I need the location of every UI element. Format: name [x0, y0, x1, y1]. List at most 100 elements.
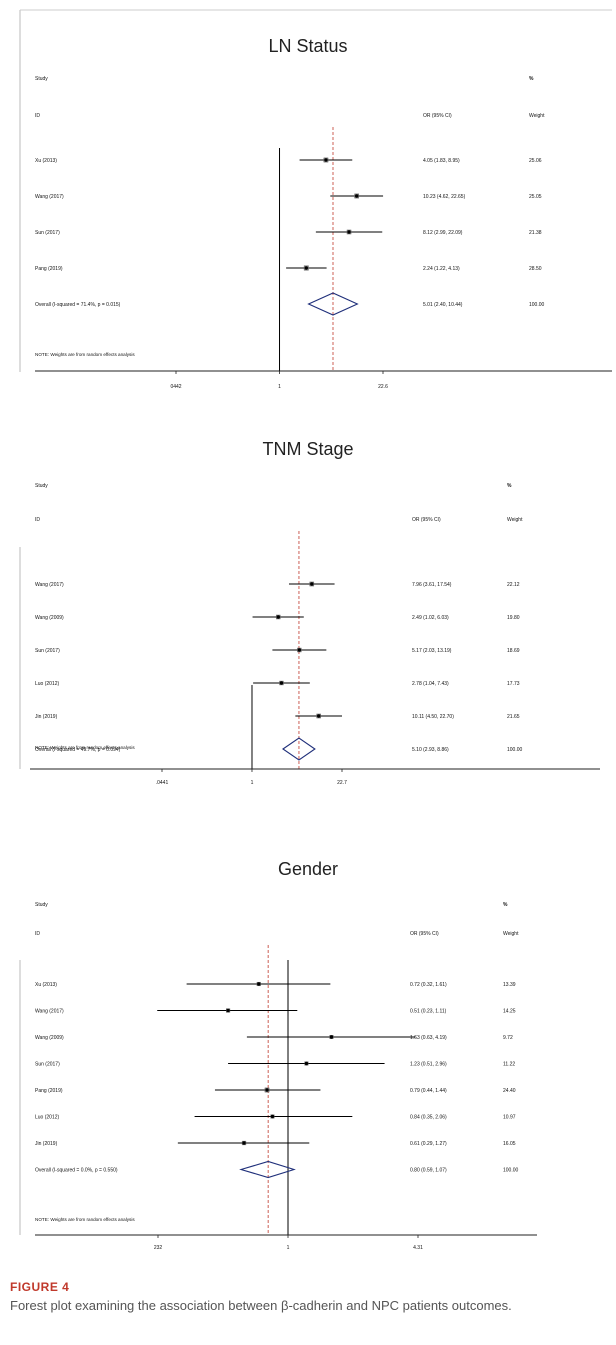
study-point-estimate [279, 681, 284, 685]
header-percent: % [503, 902, 508, 908]
weights-note: NOTE: Weights are from random effects an… [35, 352, 135, 357]
study-weight: 9.72 [503, 1035, 513, 1041]
study-or-ci: 0.51 (0.23, 1.11) [410, 1009, 447, 1015]
x-tick-label: 4.31 [413, 1245, 423, 1251]
study-label: Xu (2013) [35, 982, 57, 988]
figure-caption: FIGURE 4 Forest plot examining the assoc… [10, 1280, 600, 1314]
study-point-estimate [276, 615, 280, 619]
overall-or-ci: 0.80 (0.59, 1.07) [410, 1168, 447, 1174]
study-point-estimate [304, 1061, 309, 1066]
study-point-estimate [270, 1114, 275, 1119]
header-study: Study [35, 483, 48, 489]
study-label: Sun (2017) [35, 648, 60, 654]
study-point-estimate [324, 158, 328, 162]
study-label: Wang (2009) [35, 615, 64, 621]
header-percent: % [507, 483, 512, 489]
study-or-ci: 2.78 (1.04, 7.43) [412, 681, 449, 687]
header-percent: % [529, 76, 534, 82]
panel-title: LN Status [268, 36, 347, 56]
header-id: ID [35, 931, 40, 937]
figure-caption-text: Forest plot examining the association be… [10, 1298, 512, 1313]
study-weight: 19.80 [507, 615, 520, 621]
x-tick-label: 22.7 [337, 780, 347, 786]
overall-weight: 100.00 [507, 747, 523, 753]
overall-label: Overall (I-squared = 49.7%, p = 0.094) [35, 747, 121, 753]
study-or-ci: 8.12 (2.99, 22.09) [423, 230, 463, 236]
study-weight: 13.39 [503, 982, 516, 988]
study-weight: 16.05 [503, 1141, 516, 1147]
overall-weight: 100.00 [503, 1168, 519, 1174]
overall-diamond [282, 737, 316, 761]
study-or-ci: 5.17 (2.03, 13.19) [412, 648, 452, 654]
study-or-ci: 0.61 (0.29, 1.27) [410, 1141, 447, 1147]
overall-label: Overall (I-squared = 0.0%, p = 0.550) [35, 1168, 118, 1174]
overall-weight: 100.00 [529, 302, 545, 308]
header-id: ID [35, 113, 40, 119]
study-point-estimate [347, 230, 351, 234]
study-weight: 25.05 [529, 194, 542, 200]
study-weight: 22.12 [507, 582, 520, 588]
study-or-ci: 2.24 (1.22, 4.13) [423, 266, 460, 272]
study-or-ci: 10.11 (4.50, 22.70) [412, 714, 454, 720]
study-or-ci: 0.84 (0.35, 2.06) [410, 1115, 447, 1121]
study-label: Xu (2013) [35, 158, 57, 164]
study-point-estimate [265, 1088, 269, 1092]
study-point-estimate [310, 582, 314, 586]
x-tick-label: 1 [251, 780, 254, 786]
study-weight: 24.40 [503, 1088, 516, 1094]
study-or-ci: 1.23 (0.51, 2.96) [410, 1062, 447, 1068]
header-weight: Weight [503, 931, 519, 937]
study-weight: 28.50 [529, 266, 542, 272]
header-study: Study [35, 76, 48, 82]
study-label: Wang (2017) [35, 194, 64, 200]
overall-label: Overall (I-squared = 71.4%, p = 0.015) [35, 302, 121, 308]
study-or-ci: 0.72 (0.32, 1.61) [410, 982, 447, 988]
study-weight: 21.65 [507, 714, 520, 720]
study-weight: 10.97 [503, 1115, 516, 1121]
study-weight: 14.25 [503, 1009, 516, 1015]
panel-title: Gender [278, 859, 338, 879]
study-label: Pang (2019) [35, 266, 63, 272]
study-or-ci: 10.23 (4.62, 22.65) [423, 194, 466, 200]
figure-label: FIGURE 4 [10, 1280, 70, 1294]
study-label: Luo (2012) [35, 1115, 60, 1121]
x-tick-label: 232 [154, 1245, 163, 1251]
study-label: Jin (2019) [35, 1141, 58, 1147]
overall-or-ci: 5.01 (2.40, 10.44) [423, 302, 463, 308]
study-or-ci: 1.63 (0.63, 4.19) [410, 1035, 447, 1041]
study-point-estimate [226, 1008, 230, 1013]
x-tick-label: 0442 [170, 384, 181, 390]
panel-title: TNM Stage [262, 439, 353, 459]
study-weight: 18.69 [507, 648, 520, 654]
weights-note: NOTE: Weights are from random effects an… [35, 1217, 135, 1222]
study-weight: 25.06 [529, 158, 542, 164]
study-or-ci: 2.49 (1.02, 6.03) [412, 615, 449, 621]
weights-note: NOTE: Weights are from random effects an… [35, 745, 135, 750]
study-weight: 21.38 [529, 230, 542, 236]
header-or-ci: OR (95% CI) [412, 517, 441, 523]
study-point-estimate [316, 714, 321, 718]
x-tick-label: 22.6 [378, 384, 388, 390]
study-label: Sun (2017) [35, 230, 60, 236]
study-or-ci: 7.96 (3.61, 17.54) [412, 582, 452, 588]
study-label: Wang (2017) [35, 582, 64, 588]
header-or-ci: OR (95% CI) [410, 931, 439, 937]
overall-or-ci: 5.10 (2.93, 8.86) [412, 747, 449, 753]
header-study: Study [35, 902, 48, 908]
study-point-estimate [329, 1035, 334, 1039]
header-weight: Weight [529, 113, 545, 119]
study-weight: 11.22 [503, 1062, 515, 1068]
header-weight: Weight [507, 517, 523, 523]
study-label: Luo (2012) [35, 681, 60, 687]
study-label: Pang (2019) [35, 1088, 63, 1094]
study-or-ci: 4.05 (1.83, 8.95) [423, 158, 460, 164]
study-point-estimate [354, 194, 359, 198]
header-or-ci: OR (95% CI) [423, 113, 452, 119]
x-tick-label: 1 [287, 1245, 290, 1251]
study-point-estimate [304, 266, 308, 270]
study-label: Sun (2017) [35, 1062, 60, 1068]
x-tick-label: 1 [278, 384, 281, 390]
study-label: Wang (2009) [35, 1035, 64, 1041]
study-weight: 17.73 [507, 681, 520, 687]
